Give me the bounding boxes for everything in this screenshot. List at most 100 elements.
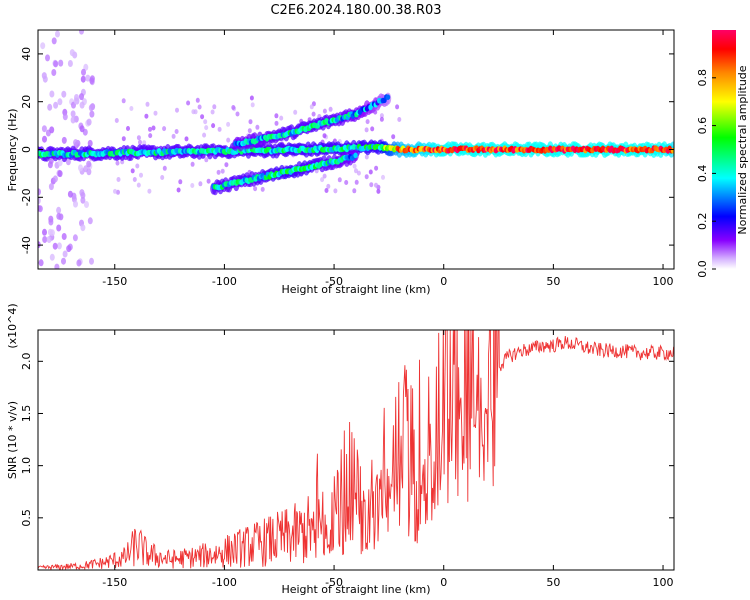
spectrogram-haze-mark — [62, 113, 68, 121]
spectrogram-haze-mark — [80, 75, 86, 83]
spectrogram-haze-mark — [79, 101, 85, 109]
spectrogram-haze-mark — [202, 132, 207, 138]
spectrogram-haze-mark — [138, 139, 142, 145]
spectrogram-haze-mark — [83, 63, 89, 71]
spectrogram-haze-mark — [61, 233, 67, 240]
spectrogram-haze-mark — [354, 168, 358, 174]
spectrogram-haze-mark — [148, 126, 152, 132]
spectrogram-haze-mark — [53, 60, 59, 68]
spectrogram-haze-mark — [86, 168, 92, 176]
spectrogram-haze-mark — [220, 168, 225, 174]
spectrogram-haze-mark — [145, 101, 150, 107]
spectrogram-haze-mark — [116, 177, 121, 182]
spectrogram-haze-mark — [322, 108, 327, 114]
spectrogram-haze-mark — [206, 178, 211, 184]
spectrogram-panel: -150 -100 -50 0 50 100 -40 -20 0 20 40 Height of … — [6, 29, 675, 296]
spectrogram-haze-mark — [162, 126, 167, 132]
spectrogram-haze-mark — [216, 169, 221, 175]
spectrogram-xtick-label: -150 — [102, 275, 127, 288]
spectrogram-haze-mark — [74, 94, 79, 101]
spectrogram-haze-mark — [333, 188, 338, 194]
spectrogram-haze-mark — [198, 181, 203, 187]
spectrogram-haze-mark — [253, 186, 258, 192]
spectrogram-haze-mark — [274, 120, 279, 126]
spectrogram-haze-mark — [57, 170, 63, 178]
spectrogram-haze-mark — [142, 140, 147, 146]
spectrogram-haze-mark — [76, 259, 82, 267]
spectrogram-haze-mark — [249, 95, 254, 101]
spectrogram-haze-mark — [255, 124, 260, 130]
snr-ytick-label: 1.5 — [20, 405, 33, 423]
spectrogram-x-axis: -150 -100 -50 0 50 100 — [102, 30, 674, 288]
spectrogram-haze-mark — [38, 205, 43, 213]
spectrogram-haze-mark — [184, 136, 189, 142]
spectrogram-haze-mark — [48, 218, 54, 226]
colorbar-axis: 0.0 0.2 0.4 0.6 0.8 — [696, 69, 716, 278]
spectrogram-haze-mark — [62, 250, 68, 258]
spectrogram-haze-mark — [376, 188, 381, 194]
spectrogram-y-axis: -40 -20 0 20 40 — [20, 47, 674, 254]
spectrogram-haze-mark — [120, 159, 125, 165]
spectrogram-haze-mark — [148, 133, 153, 139]
spectrogram-haze-mark — [38, 259, 44, 267]
spectrogram-xtick-label: 50 — [546, 275, 560, 288]
spectrogram-haze-mark — [130, 168, 135, 174]
spectrogram-haze-mark — [121, 98, 126, 104]
spectrogram-haze-mark — [121, 136, 126, 142]
spectrogram-haze-mark — [41, 125, 47, 133]
spectrogram-haze-mark — [395, 104, 400, 110]
snr-xtick-label: 50 — [546, 576, 560, 589]
spectrogram-haze-mark — [224, 162, 229, 168]
spectrogram-xlabel: Height of straight line (km) — [281, 283, 430, 296]
spectrogram-haze-mark — [231, 105, 236, 110]
spectrogram-haze-mark — [352, 163, 357, 169]
spectrogram-haze-mark — [55, 30, 60, 38]
spectrogram-xtick-label: -50 — [325, 275, 343, 288]
spectrogram-haze-mark — [79, 30, 84, 35]
snr-xtick-label: -150 — [102, 576, 127, 589]
snr-xlabel: Height of straight line (km) — [281, 583, 430, 596]
colorbar: 0.0 0.2 0.4 0.6 0.8 Normalized spectral ampl… — [696, 30, 749, 278]
spectrogram-haze-mark — [51, 69, 57, 76]
spectrogram-haze-mark — [274, 113, 279, 119]
spectrogram-haze-mark — [369, 182, 374, 188]
spectrogram-haze-mark — [73, 200, 78, 208]
spectrogram-haze-mark — [89, 110, 95, 118]
snr-xtick-label: 100 — [653, 576, 674, 589]
spectrogram-image — [38, 30, 674, 269]
spectrogram-haze-mark — [381, 174, 385, 180]
spectrogram-haze-mark — [84, 201, 89, 208]
snr-ytick-label: 0.5 — [20, 509, 33, 527]
spectrogram-haze-mark — [57, 159, 63, 167]
spectrogram-haze-mark — [175, 107, 179, 113]
spectrogram-haze-mark — [144, 113, 149, 119]
spectrogram-haze-mark — [365, 119, 370, 125]
colorbar-tick-label: 0.6 — [696, 117, 709, 135]
spectrogram-haze-mark — [61, 136, 67, 144]
spectrogram-haze-mark — [42, 135, 47, 143]
spectrogram-haze-mark — [248, 119, 253, 125]
spectrogram-haze-mark — [78, 164, 83, 172]
spectrogram-haze-mark — [70, 110, 76, 118]
spectrogram-haze-mark — [226, 137, 231, 143]
spectrogram-haze-mark — [88, 104, 94, 112]
spectrogram-haze-mark — [113, 188, 117, 194]
spectrogram-haze-mark — [139, 172, 143, 178]
spectrogram-haze-mark — [320, 177, 325, 183]
spectrogram-haze-mark — [203, 119, 208, 125]
spectrogram-haze-mark — [79, 93, 84, 101]
spectrogram-ytick-label: 40 — [20, 47, 33, 61]
spectrogram-haze-mark — [191, 109, 196, 115]
spectrogram-haze-mark — [56, 242, 62, 250]
spectrogram-haze-mark — [52, 175, 58, 183]
spectrogram-haze-mark — [132, 177, 137, 182]
snr-y-axis: 0.5 1.0 1.5 2.0 — [20, 353, 674, 527]
snr-series-line — [38, 330, 674, 570]
spectrogram-ytick-label: -40 — [20, 236, 33, 254]
colorbar-gradient — [712, 30, 736, 269]
spectrogram-haze-mark — [57, 98, 63, 106]
snr-ylabel: SNR (10 * v/v) — [6, 401, 19, 479]
spectrogram-xtick-label: 100 — [653, 275, 674, 288]
spectrogram-haze-mark — [368, 169, 373, 175]
spectrogram-haze-mark — [85, 74, 91, 82]
